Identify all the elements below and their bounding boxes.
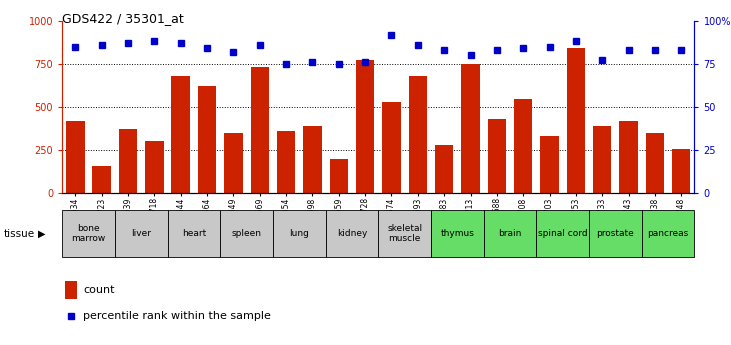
Text: spleen: spleen [232, 229, 262, 238]
Bar [379, 210, 431, 257]
Bar [145, 141, 164, 193]
Bar [540, 136, 558, 193]
Bar [537, 210, 589, 257]
Text: liver: liver [131, 229, 151, 238]
Text: brain: brain [499, 229, 522, 238]
Bar [435, 145, 453, 193]
Text: thymus: thymus [440, 229, 474, 238]
Bar [514, 99, 532, 193]
Text: lung: lung [289, 229, 309, 238]
Bar [642, 210, 694, 257]
Bar [431, 210, 484, 257]
Bar [115, 210, 167, 257]
Text: pancreas: pancreas [648, 229, 689, 238]
Bar [198, 86, 216, 193]
Bar [62, 210, 115, 257]
Bar [488, 119, 506, 193]
Text: GDS422 / 35301_at: GDS422 / 35301_at [62, 12, 184, 25]
Bar [409, 76, 427, 193]
Bar [382, 102, 401, 193]
Text: spinal cord: spinal cord [538, 229, 588, 238]
Bar [589, 210, 642, 257]
Bar [273, 210, 325, 257]
Bar [66, 121, 85, 193]
Bar [325, 210, 379, 257]
Text: ▶: ▶ [38, 229, 45, 239]
Bar [220, 210, 273, 257]
Text: percentile rank within the sample: percentile rank within the sample [83, 312, 271, 321]
Text: kidney: kidney [337, 229, 367, 238]
Bar [303, 126, 322, 193]
Bar [356, 60, 374, 193]
Bar [92, 166, 111, 193]
Text: bone
marrow: bone marrow [72, 224, 105, 244]
Bar [672, 149, 691, 193]
Bar [619, 121, 638, 193]
Bar [593, 126, 611, 193]
Bar [167, 210, 220, 257]
Bar [172, 76, 190, 193]
Text: count: count [83, 285, 115, 295]
Bar [277, 131, 295, 193]
Bar [461, 64, 480, 193]
Bar [330, 159, 348, 193]
Bar [224, 133, 243, 193]
Text: prostate: prostate [596, 229, 635, 238]
Bar [251, 67, 269, 193]
Bar [645, 133, 664, 193]
Text: skeletal
muscle: skeletal muscle [387, 224, 423, 244]
Bar [65, 281, 77, 299]
Text: tissue: tissue [4, 229, 35, 239]
Bar [484, 210, 537, 257]
Bar [118, 129, 137, 193]
Text: heart: heart [182, 229, 206, 238]
Bar [567, 48, 585, 193]
